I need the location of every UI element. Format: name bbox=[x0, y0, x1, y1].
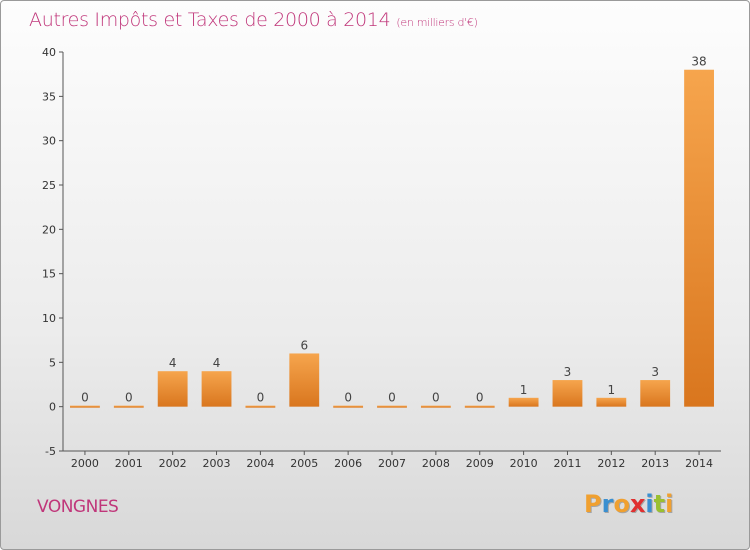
bar-value-label: 4 bbox=[213, 356, 221, 370]
bar-value-label: 0 bbox=[432, 391, 440, 405]
logo-letter: x bbox=[629, 490, 646, 518]
bar-value-label: 3 bbox=[564, 365, 572, 379]
bar bbox=[464, 405, 495, 408]
bar bbox=[113, 405, 144, 408]
y-tick-label: 10 bbox=[42, 312, 56, 325]
bar bbox=[70, 405, 100, 408]
y-tick-label: 5 bbox=[49, 356, 56, 369]
bar-value-label: 0 bbox=[344, 391, 352, 405]
y-tick-label: 35 bbox=[42, 90, 56, 103]
bar bbox=[157, 371, 188, 407]
logo-letter: i bbox=[665, 490, 674, 518]
bar bbox=[508, 397, 539, 407]
x-tick-label: 2009 bbox=[466, 457, 494, 470]
bar bbox=[289, 353, 320, 407]
bar bbox=[552, 380, 583, 407]
x-tick-label: 2007 bbox=[378, 457, 406, 470]
y-tick-label: 0 bbox=[49, 401, 56, 414]
logo-letter: r bbox=[601, 490, 614, 518]
x-tick-label: 2005 bbox=[290, 457, 318, 470]
bar bbox=[684, 69, 714, 407]
y-tick-label: 30 bbox=[42, 135, 56, 148]
x-tick-label: 2006 bbox=[334, 457, 362, 470]
bar bbox=[245, 405, 276, 408]
x-tick-label: 2013 bbox=[641, 457, 669, 470]
bar-value-label: 6 bbox=[300, 338, 308, 352]
x-tick-label: 2010 bbox=[510, 457, 538, 470]
y-tick-label: 20 bbox=[42, 223, 56, 236]
x-tick-label: 2008 bbox=[422, 457, 450, 470]
y-tick-label: 40 bbox=[42, 46, 56, 59]
y-tick-label: -5 bbox=[45, 445, 56, 458]
logo-letter: o bbox=[613, 490, 630, 518]
commune-name: VONGNES bbox=[37, 497, 119, 517]
x-tick-label: 2012 bbox=[597, 457, 625, 470]
chart-title-text: Autres Impôts et Taxes de 2000 à 2014 bbox=[29, 9, 391, 31]
y-tick-label: 15 bbox=[42, 268, 56, 281]
logo-letter: i bbox=[645, 490, 654, 518]
bar bbox=[333, 405, 364, 408]
proxiti-logo[interactable]: Proxiti bbox=[584, 490, 673, 518]
x-tick-label: 2002 bbox=[159, 457, 187, 470]
x-tick-label: 2003 bbox=[203, 457, 231, 470]
bar-value-label: 1 bbox=[608, 383, 616, 397]
bar-value-label: 38 bbox=[691, 55, 706, 69]
bar-value-label: 0 bbox=[476, 391, 484, 405]
logo-letter: P bbox=[584, 490, 602, 518]
x-tick-label: 2014 bbox=[685, 457, 713, 470]
bar bbox=[377, 405, 407, 408]
logo-letter: t bbox=[653, 490, 666, 518]
chart-title: Autres Impôts et Taxes de 2000 à 2014 (en… bbox=[29, 9, 478, 31]
bar bbox=[420, 405, 451, 408]
x-tick-label: 2004 bbox=[246, 457, 274, 470]
bar-value-label: 4 bbox=[169, 356, 177, 370]
bar bbox=[596, 397, 627, 407]
chart-unit-label: (en milliers d'€) bbox=[396, 16, 478, 29]
bar bbox=[201, 371, 232, 407]
x-tick-label: 2001 bbox=[115, 457, 143, 470]
x-tick-label: 2000 bbox=[71, 457, 99, 470]
bar bbox=[640, 380, 671, 407]
bar-value-label: 0 bbox=[388, 391, 396, 405]
bar-value-label: 3 bbox=[651, 365, 659, 379]
bar-value-label: 1 bbox=[520, 383, 528, 397]
bar-value-label: 0 bbox=[125, 391, 133, 405]
y-tick-label: 25 bbox=[42, 179, 56, 192]
x-tick-label: 2011 bbox=[553, 457, 581, 470]
bar-value-label: 0 bbox=[257, 391, 265, 405]
bar-value-label: 0 bbox=[81, 391, 89, 405]
